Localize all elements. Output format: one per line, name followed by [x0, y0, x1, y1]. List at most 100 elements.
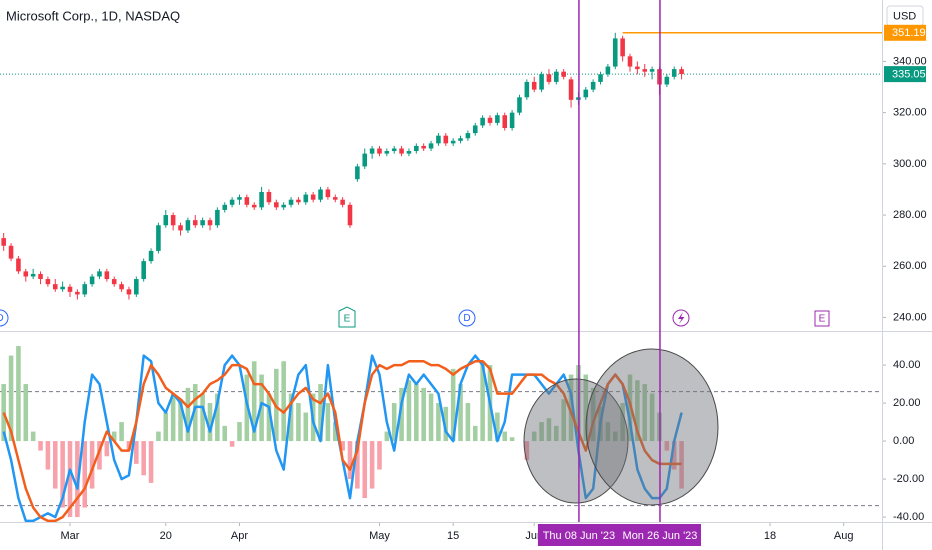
histogram-bar [362, 441, 368, 499]
histogram-bar [590, 387, 596, 442]
candle-body [531, 81, 537, 90]
histogram-bar [649, 393, 655, 442]
candle-body [259, 192, 264, 208]
candle-body [82, 284, 88, 295]
histogram-bar [38, 441, 43, 451]
candle-body [148, 250, 154, 262]
event-marker[interactable] [0, 309, 9, 327]
y-tick-label: 40.00 [893, 359, 921, 371]
candle-body [635, 66, 640, 70]
histogram-bar [671, 441, 677, 470]
event-marker[interactable] [458, 309, 476, 327]
histogram-bar [296, 403, 301, 442]
candle-body [134, 279, 139, 295]
y-tick-label: 340.00 [893, 55, 927, 67]
candle-body [495, 115, 500, 123]
histogram-bar [163, 412, 169, 442]
candle-body [45, 279, 51, 285]
candle-body [502, 115, 508, 129]
candle-body [237, 197, 242, 200]
histogram-bar [16, 346, 21, 442]
histogram-bar [384, 431, 390, 442]
candle-body [266, 192, 272, 203]
candle-body [332, 197, 338, 200]
histogram-bar [340, 441, 345, 451]
histogram-bar [229, 441, 235, 447]
y-tick-label: 20.00 [893, 397, 921, 409]
crosshair-badge [537, 524, 620, 546]
highlight-circle [585, 348, 719, 506]
histogram-bar [554, 425, 559, 442]
candle-body [75, 291, 80, 295]
candle-body [303, 194, 309, 203]
histogram-bar [399, 387, 404, 442]
candle-body [111, 279, 117, 285]
candle-body [8, 245, 14, 259]
histogram-bar [347, 441, 353, 480]
event-marker[interactable] [338, 306, 356, 328]
candle-body [141, 261, 146, 280]
histogram-bar [524, 441, 530, 461]
y-tick-label: -40.00 [893, 511, 924, 523]
y-tick-label: 260.00 [893, 260, 927, 272]
candle-body [369, 148, 375, 154]
candle-body [207, 220, 213, 226]
candle-body [465, 133, 471, 139]
x-tick-label: Apr [231, 530, 248, 542]
histogram-bar [642, 384, 648, 442]
candle-body [163, 215, 169, 226]
event-label[interactable]: D [0, 313, 4, 324]
event-label[interactable]: D [463, 313, 470, 324]
histogram-bar [30, 431, 36, 442]
histogram-bar [141, 441, 146, 476]
candle-body [274, 202, 279, 208]
histogram-bar [111, 431, 117, 442]
candle-body [126, 289, 132, 295]
candle-body [568, 79, 574, 100]
event-label[interactable]: E [344, 314, 351, 325]
event-label[interactable]: E [819, 314, 826, 325]
histogram-bar [406, 380, 412, 442]
candle-body [436, 135, 441, 144]
candle-body [627, 56, 633, 67]
histogram-bar [170, 393, 176, 442]
y-tick-label: 300.00 [893, 158, 927, 170]
candle-body [679, 69, 684, 75]
candle-body [517, 97, 522, 113]
currency[interactable]: USD [893, 10, 916, 22]
histogram-bar [23, 384, 29, 442]
candle-body [362, 153, 368, 167]
indicator-line [2, 360, 682, 523]
histogram-bar [568, 374, 574, 442]
candle-body [281, 204, 286, 208]
histogram-bar [8, 355, 14, 442]
candle-body [347, 204, 353, 226]
candle-body [222, 204, 228, 210]
histogram-bar [620, 403, 625, 442]
histogram-bar [509, 437, 515, 442]
histogram-bar [192, 384, 198, 442]
histogram-bar [443, 406, 449, 442]
histogram-bar [561, 399, 566, 442]
y-tick-label: 320.00 [893, 107, 927, 119]
candle-body [664, 76, 670, 85]
y-tick-label: 240.00 [893, 311, 927, 323]
histogram-bar [612, 431, 618, 442]
histogram-bar [369, 441, 375, 489]
histogram-bar [635, 380, 640, 442]
candle-body [1, 238, 6, 246]
candle-body [185, 220, 191, 231]
histogram-bar [82, 441, 88, 508]
histogram-bar [605, 422, 611, 442]
candle-body [244, 197, 250, 205]
histogram-bar [134, 441, 139, 464]
histogram-bar [288, 393, 294, 442]
crosshair-badge [618, 524, 701, 546]
candle-body [414, 145, 419, 152]
histogram-bar [281, 361, 286, 442]
histogram-bar [428, 393, 434, 442]
event-marker[interactable] [814, 310, 830, 327]
histogram-bar [502, 431, 508, 442]
